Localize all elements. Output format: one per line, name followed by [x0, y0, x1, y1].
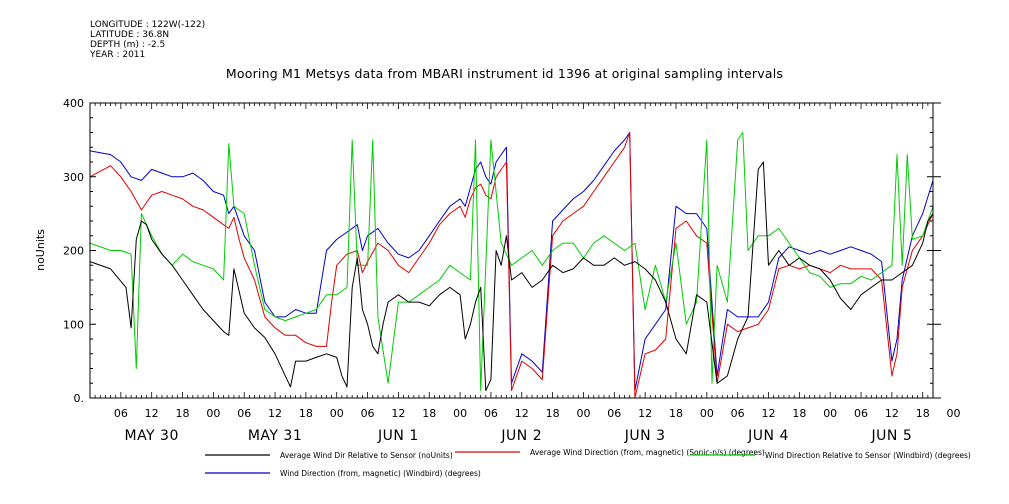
x-tick-label: 12 [762, 407, 776, 420]
latitude-label: LATITUDE : 36.8N [90, 30, 170, 40]
y-tick-label: 300 [63, 171, 84, 184]
x-axis: 06 12 18 00 06 12 18 00 06 12 18 00 06 12 18 00 06 12 18 00… [114, 407, 961, 444]
depth-label: DEPTH (m) : -2.5 [90, 40, 166, 50]
y-axis: 0. 100 200 300 400 [63, 97, 941, 405]
day-label: JUN 2 [500, 428, 542, 444]
metadata-block: LONGITUDE : 122W(-122) LATITUDE : 36.8N … [90, 20, 205, 60]
series-line-0 [89, 161, 934, 392]
x-tick-label: 12 [268, 407, 282, 420]
y-tick-label: 400 [63, 97, 84, 110]
longitude-label: LONGITUDE : 122W(-122) [90, 20, 206, 30]
x-tick-label: 12 [145, 407, 159, 420]
series-line-1 [89, 132, 934, 399]
x-tick-label: 12 [515, 407, 529, 420]
x-tick-label: 18 [176, 407, 190, 420]
year-label: YEAR : 2011 [90, 50, 146, 60]
x-tick-label: 06 [114, 407, 128, 420]
day-label: JUN 3 [624, 428, 666, 444]
x-tick-label: 18 [299, 407, 313, 420]
x-tick-label: 06 [854, 407, 868, 420]
x-tick-label: 00 [700, 407, 714, 420]
x-tick-label: 12 [885, 407, 899, 420]
x-tick-label: 18 [792, 407, 806, 420]
series-line-3 [89, 132, 934, 392]
x-tick-label: 18 [422, 407, 436, 420]
legend: Average Wind Dir Relative to Sensor (noU… [205, 448, 971, 478]
legend-label: Wind Direction Relative to Sensor (Windb… [765, 451, 971, 460]
x-tick-label: 06 [484, 407, 498, 420]
x-tick-label: 06 [361, 407, 375, 420]
chart-title: Mooring M1 Metsys data from MBARI instru… [225, 66, 784, 81]
legend-label: Wind Direction (from, magnetic) (Windbir… [280, 469, 481, 478]
day-label: JUN 5 [871, 428, 913, 444]
y-axis-label: noUnits [34, 229, 47, 271]
y-tick-label: 100 [63, 318, 84, 331]
y-tick-label: 0. [74, 392, 85, 405]
plot-area [89, 132, 934, 399]
x-tick-label: 00 [576, 407, 590, 420]
day-label: MAY 30 [124, 428, 178, 444]
x-tick-label: 00 [330, 407, 344, 420]
plot-frame [89, 102, 934, 399]
y-tick-label: 200 [63, 245, 84, 258]
x-tick-label: 00 [206, 407, 220, 420]
x-tick-label: 12 [391, 407, 405, 420]
x-tick-label: 18 [916, 407, 930, 420]
day-label: JUN 4 [747, 428, 789, 444]
x-tick-label: 18 [546, 407, 560, 420]
legend-label: Average Wind Dir Relative to Sensor (noU… [280, 451, 453, 460]
x-tick-label: 06 [607, 407, 621, 420]
x-tick-label: 06 [237, 407, 251, 420]
x-tick-label: 00 [453, 407, 467, 420]
series-line-2 [89, 132, 934, 392]
x-tick-label: 18 [669, 407, 683, 420]
x-tick-label: 00 [823, 407, 837, 420]
x-tick-label: 06 [731, 407, 745, 420]
day-label: MAY 31 [248, 428, 302, 444]
tick-marks [89, 103, 934, 398]
day-label: JUN 1 [377, 428, 419, 444]
x-tick-label: 00 [947, 407, 961, 420]
legend-label: Average Wind Direction (from, magnetic) … [530, 448, 765, 457]
x-tick-label: 12 [638, 407, 652, 420]
